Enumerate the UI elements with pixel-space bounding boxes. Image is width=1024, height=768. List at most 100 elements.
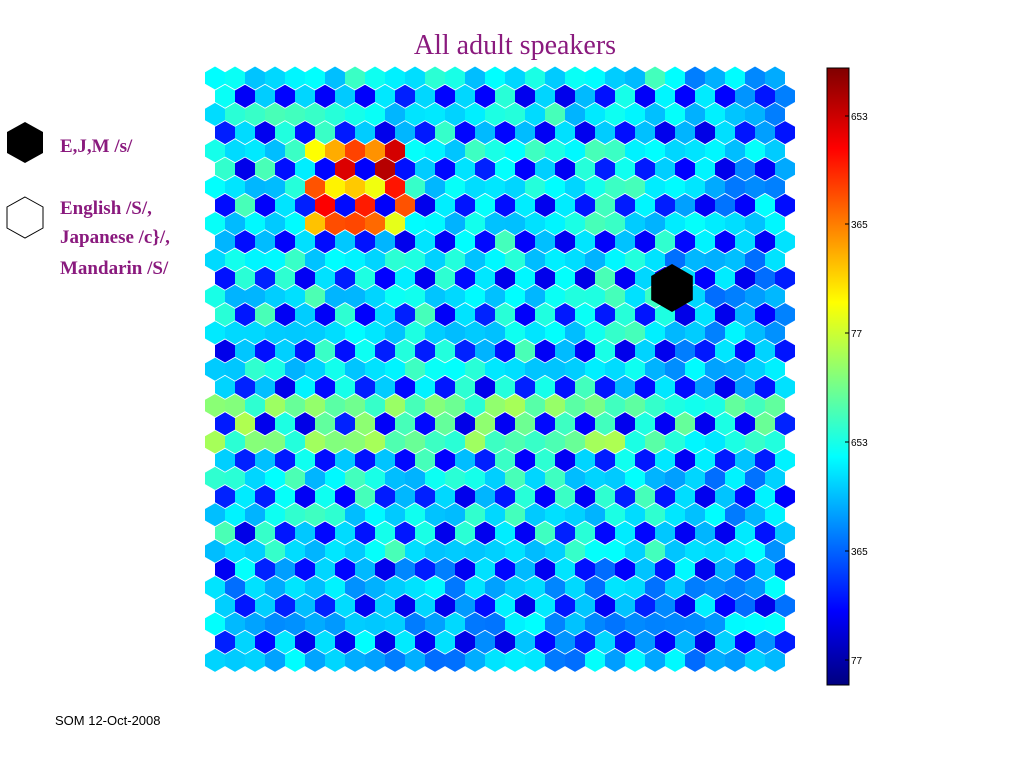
hex-cell: [325, 430, 345, 454]
hex-cell: [625, 212, 645, 236]
hex-cell: [755, 594, 775, 618]
hex-cell: [275, 630, 295, 654]
hex-cell: [595, 339, 615, 363]
hex-cell: [445, 248, 465, 272]
hex-cell: [595, 303, 615, 327]
hex-cell: [435, 557, 455, 581]
hex-cell: [595, 448, 615, 472]
hex-cell: [315, 157, 335, 181]
hex-cell: [565, 284, 585, 308]
hex-cell: [235, 557, 255, 581]
hex-cell: [315, 84, 335, 108]
hex-cell: [365, 539, 385, 563]
hex-cell: [355, 84, 375, 108]
hex-cell: [285, 576, 305, 600]
hex-cell: [375, 375, 395, 399]
hex-cell: [525, 284, 545, 308]
hex-cell: [705, 139, 725, 163]
hex-cell: [755, 157, 775, 181]
hex-cell: [375, 121, 395, 145]
hex-cell: [525, 503, 545, 527]
hex-cell: [585, 139, 605, 163]
hex-cell: [425, 212, 445, 236]
hex-cell: [615, 84, 635, 108]
hex-cell: [335, 84, 355, 108]
hex-cell: [615, 521, 635, 545]
hex-cell: [415, 594, 435, 618]
hex-cell: [725, 284, 745, 308]
hex-cell: [405, 430, 425, 454]
hex-cell: [295, 557, 315, 581]
hex-cell: [735, 557, 755, 581]
hex-cell: [225, 430, 245, 454]
hex-cell: [245, 139, 265, 163]
hex-cell: [245, 394, 265, 418]
hex-cell: [485, 648, 505, 672]
hex-cell: [265, 248, 285, 272]
hex-cell: [505, 248, 525, 272]
hex-cell: [585, 576, 605, 600]
hex-cell: [365, 321, 385, 345]
hex-cell: [465, 357, 485, 381]
hex-cell: [565, 648, 585, 672]
hex-cell: [385, 648, 405, 672]
hex-cell: [345, 539, 365, 563]
legend-outline-icon: [6, 196, 44, 239]
hex-cell: [475, 485, 495, 509]
hex-cell: [645, 321, 665, 345]
hex-cell: [555, 594, 575, 618]
hex-cell: [415, 521, 435, 545]
hex-cell: [325, 175, 345, 199]
hex-cell: [575, 630, 595, 654]
hex-cell: [435, 266, 455, 290]
hex-cell: [605, 66, 625, 90]
hex-cell: [735, 193, 755, 217]
hex-cell: [665, 212, 685, 236]
hex-cell: [645, 139, 665, 163]
hex-cell: [575, 84, 595, 108]
hex-cell: [395, 448, 415, 472]
hex-cell: [685, 321, 705, 345]
colorbar-label: 653: [851, 112, 868, 123]
hex-cell: [375, 485, 395, 509]
hex-cell: [715, 157, 735, 181]
hex-cell: [345, 284, 365, 308]
hex-cell: [755, 448, 775, 472]
hex-cell: [365, 648, 385, 672]
hex-cell: [205, 284, 225, 308]
hex-cell: [335, 266, 355, 290]
hex-cell: [675, 630, 695, 654]
hex-cell: [675, 521, 695, 545]
hex-cell: [485, 466, 505, 490]
hex-cell: [405, 357, 425, 381]
hex-cell: [525, 430, 545, 454]
hex-cell: [635, 230, 655, 254]
hex-cell: [295, 412, 315, 436]
hex-cell: [385, 466, 405, 490]
hex-cell: [735, 412, 755, 436]
hex-cell: [515, 266, 535, 290]
hex-cell: [665, 175, 685, 199]
hex-cell: [555, 84, 575, 108]
hex-cell: [215, 630, 235, 654]
hex-cell: [685, 576, 705, 600]
hex-cell: [565, 175, 585, 199]
hex-cell: [585, 612, 605, 636]
hex-cell: [725, 430, 745, 454]
hex-cell: [255, 448, 275, 472]
hex-cell: [285, 321, 305, 345]
hex-cell: [545, 357, 565, 381]
footer: SOM 12-Oct-2008: [55, 713, 161, 728]
hex-cell: [525, 102, 545, 126]
hex-cell: [555, 630, 575, 654]
hex-cell: [215, 412, 235, 436]
hex-cell: [515, 594, 535, 618]
hex-cell: [735, 266, 755, 290]
hex-cell: [495, 157, 515, 181]
hex-cell: [475, 594, 495, 618]
hex-cell: [295, 485, 315, 509]
hex-cell: [455, 521, 475, 545]
hex-cell: [425, 430, 445, 454]
hex-cell: [235, 230, 255, 254]
hex-cell: [775, 557, 795, 581]
